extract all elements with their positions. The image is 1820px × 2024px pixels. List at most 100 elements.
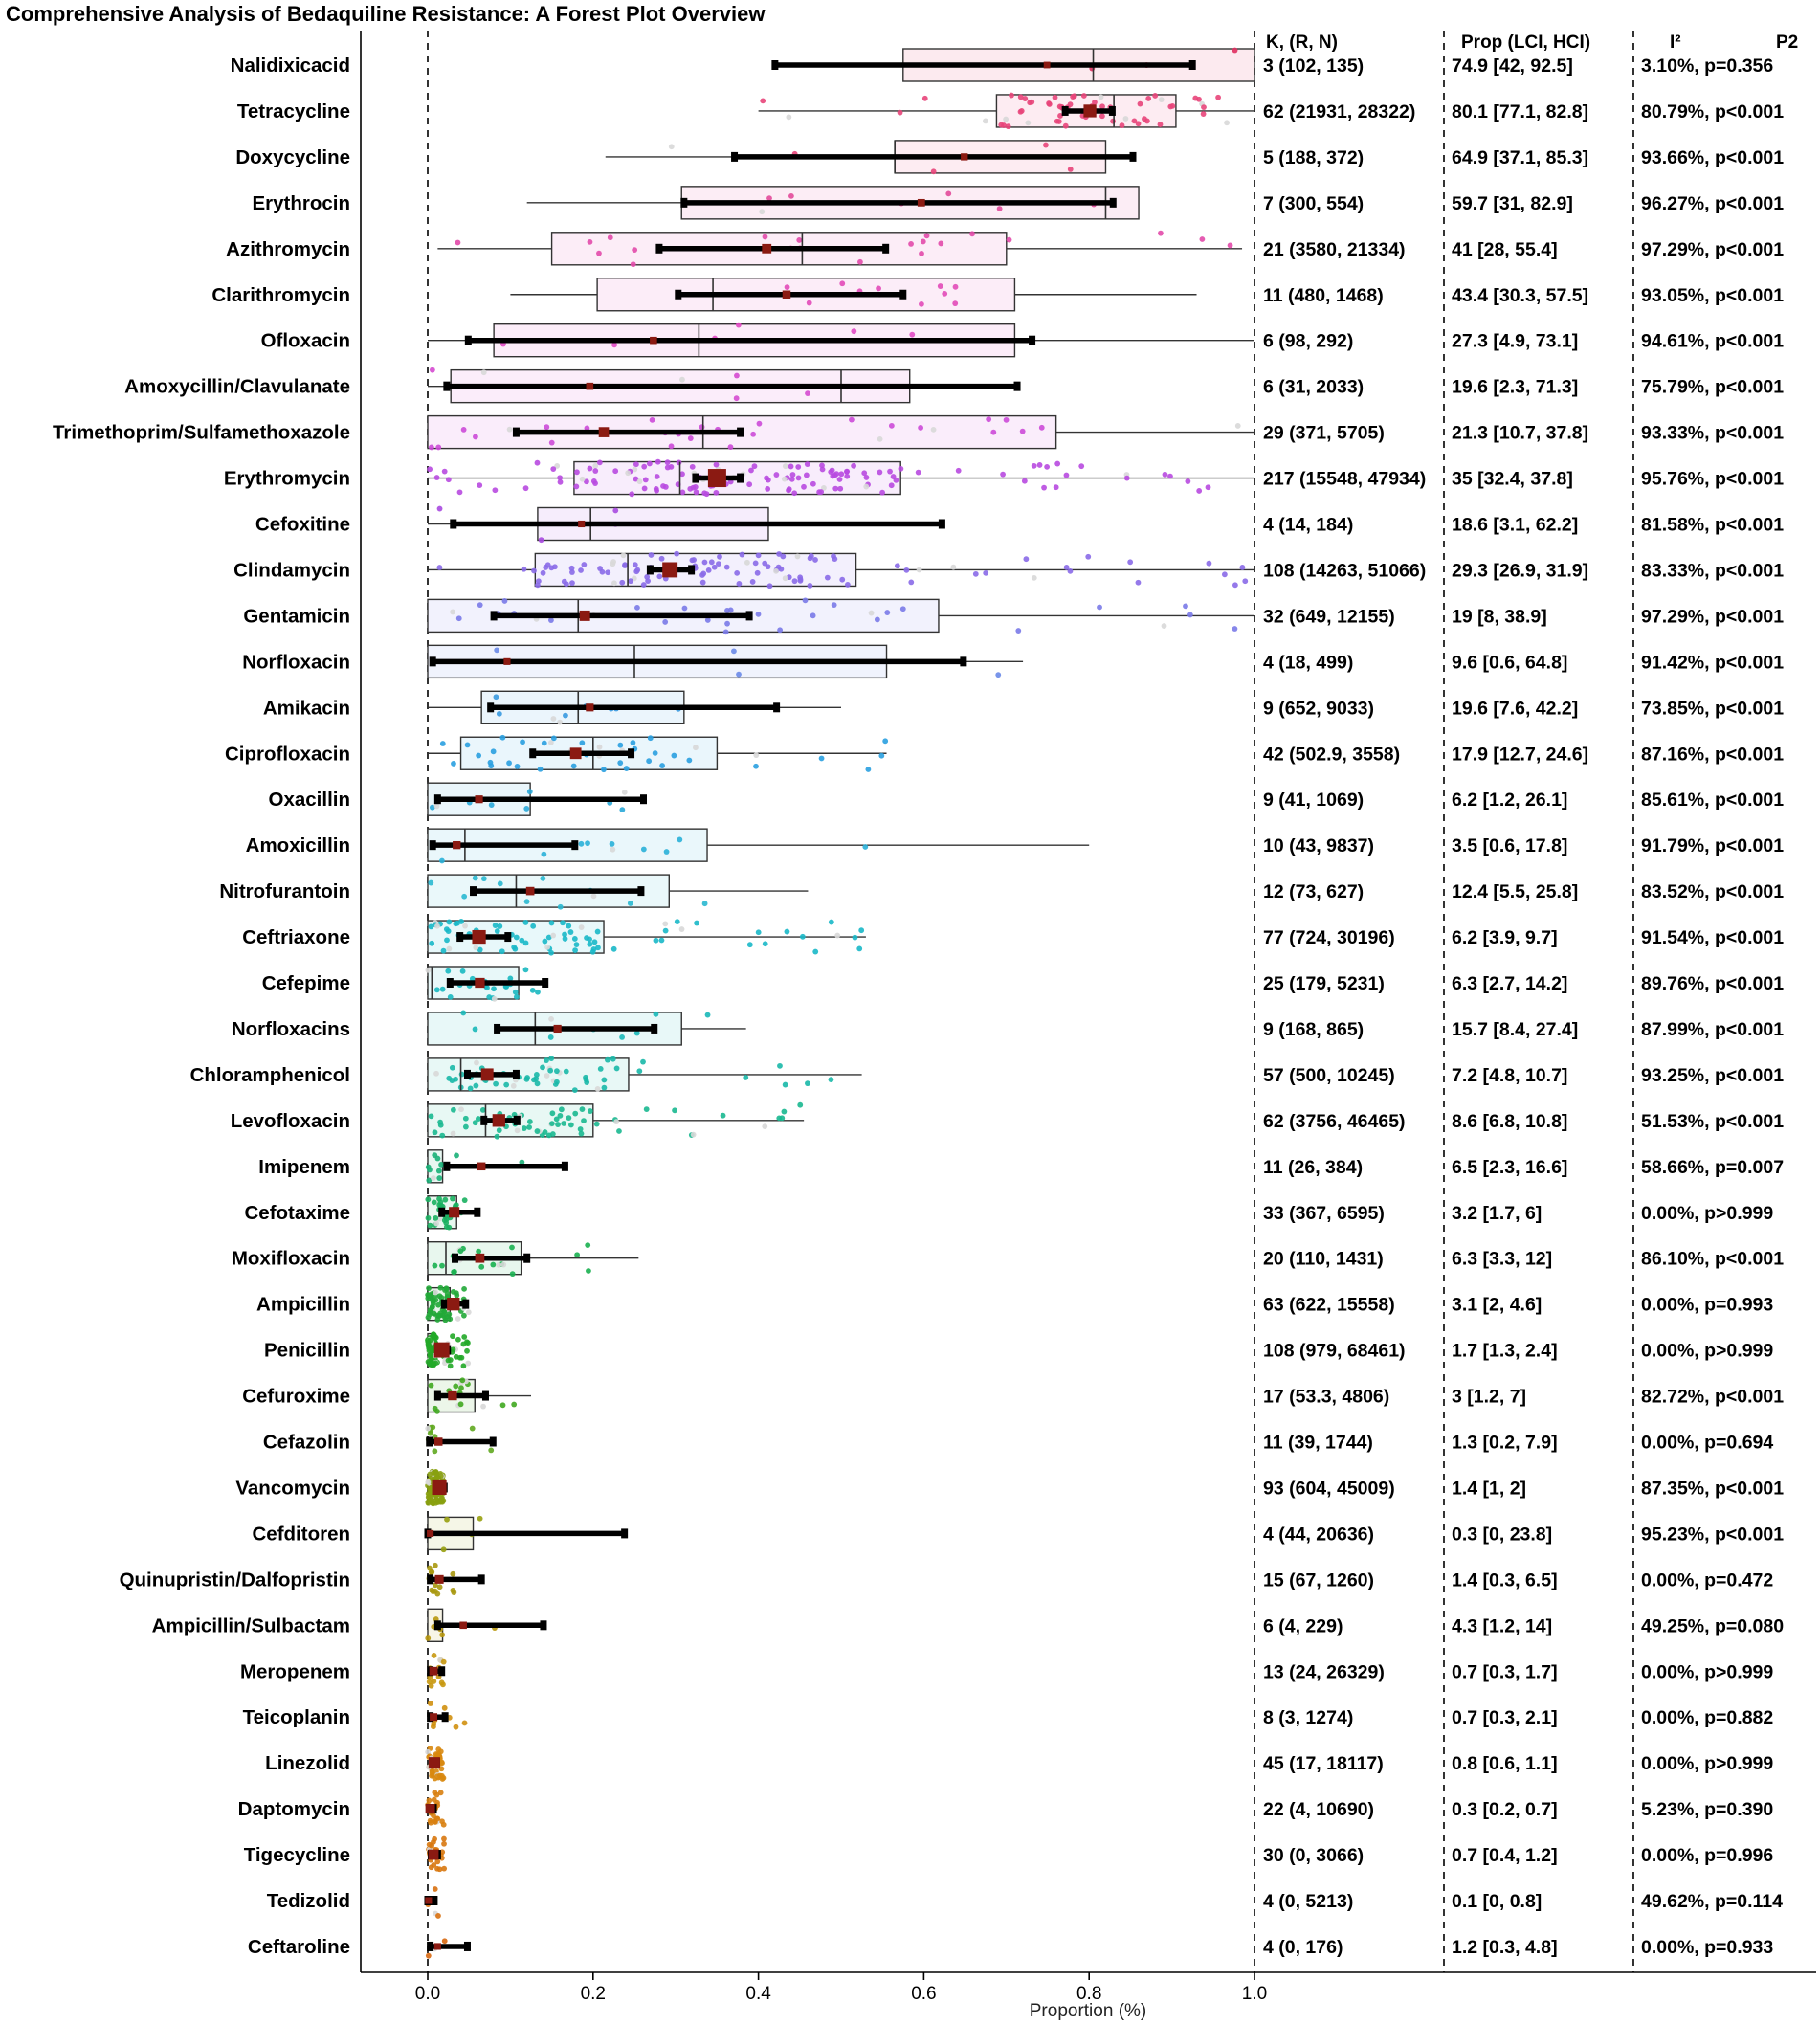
study-point bbox=[433, 1070, 439, 1077]
study-point bbox=[1099, 113, 1105, 120]
study-point bbox=[476, 1248, 482, 1255]
study-point bbox=[1071, 93, 1077, 100]
study-point bbox=[807, 583, 813, 589]
study-point bbox=[435, 1313, 442, 1319]
i2-value: 51.53%, p<0.001 bbox=[1641, 1111, 1784, 1132]
study-point bbox=[554, 463, 561, 469]
study-point bbox=[462, 1123, 469, 1130]
study-point bbox=[878, 752, 885, 759]
study-point bbox=[431, 1199, 437, 1206]
study-point bbox=[736, 581, 743, 587]
drug-label: Meropenem bbox=[240, 1660, 350, 1682]
ci-upper-cap bbox=[960, 656, 967, 667]
study-point bbox=[897, 109, 903, 116]
i2-value: 93.25%, p<0.001 bbox=[1641, 1065, 1784, 1086]
study-point bbox=[782, 463, 788, 470]
study-point bbox=[497, 923, 503, 929]
study-point bbox=[617, 760, 624, 767]
study-point bbox=[427, 1490, 433, 1497]
study-point bbox=[636, 1068, 643, 1075]
ci-lower-cap bbox=[487, 702, 495, 713]
study-point bbox=[1015, 628, 1022, 634]
pooled-estimate bbox=[662, 562, 678, 578]
study-point bbox=[686, 757, 693, 764]
ci-upper-cap bbox=[1109, 197, 1117, 208]
study-point bbox=[1067, 567, 1074, 574]
pooled-estimate bbox=[427, 1529, 434, 1537]
forest-row: Amikacin 9 (652, 9033) 19.6 [7.6, 42.2] 73.… bbox=[263, 690, 1784, 725]
study-point bbox=[810, 612, 816, 619]
i2-value: 87.16%, p<0.001 bbox=[1641, 744, 1784, 765]
ci-upper-cap bbox=[542, 978, 549, 988]
study-point bbox=[427, 1167, 433, 1173]
drug-label: Nalidixicacid bbox=[231, 55, 350, 77]
study-point bbox=[571, 936, 578, 942]
forest-row: Daptomycin 22 (4, 10690) 0.3 [0.2, 0.7] 5.2… bbox=[238, 1790, 1773, 1828]
study-point bbox=[441, 1314, 448, 1321]
study-point bbox=[436, 1175, 443, 1181]
pooled-estimate bbox=[475, 977, 485, 989]
study-point bbox=[591, 939, 598, 945]
study-point bbox=[454, 1292, 460, 1299]
study-point bbox=[594, 928, 601, 935]
study-point bbox=[1017, 94, 1024, 100]
study-point bbox=[676, 459, 682, 466]
study-point bbox=[995, 672, 1002, 678]
study-point bbox=[433, 987, 440, 993]
prop-value: 29.3 [26.9, 31.9] bbox=[1452, 560, 1588, 581]
ci-upper-cap bbox=[773, 702, 781, 713]
study-point bbox=[431, 1361, 437, 1368]
study-point bbox=[616, 1128, 622, 1134]
study-point bbox=[640, 846, 647, 853]
study-point bbox=[434, 1865, 440, 1872]
pooled-estimate bbox=[433, 1437, 443, 1446]
study-point bbox=[514, 1127, 521, 1134]
study-point bbox=[677, 836, 683, 843]
study-point bbox=[509, 1244, 515, 1251]
study-point bbox=[457, 1248, 464, 1255]
ci-lower-cap bbox=[446, 978, 454, 988]
study-point bbox=[586, 1268, 591, 1274]
study-point bbox=[542, 938, 548, 945]
study-point bbox=[1232, 582, 1238, 589]
study-point bbox=[781, 1108, 788, 1115]
k-value: 57 (500, 10245) bbox=[1263, 1065, 1395, 1086]
pooled-estimate bbox=[432, 1479, 447, 1496]
forest-row: Teicoplanin 8 (3, 1274) 0.7 [0.3, 2.1] 0.00… bbox=[243, 1701, 1773, 1730]
pooled-estimate bbox=[425, 1804, 435, 1814]
drug-label: Norfloxacins bbox=[232, 1018, 350, 1040]
prop-value: 35 [32.4, 37.8] bbox=[1452, 469, 1573, 490]
study-point bbox=[461, 1197, 468, 1204]
study-point bbox=[523, 806, 530, 812]
study-point bbox=[865, 767, 872, 772]
ci-upper-cap bbox=[640, 794, 648, 805]
study-point bbox=[541, 740, 547, 746]
study-point bbox=[553, 1068, 560, 1075]
study-point bbox=[429, 444, 434, 451]
forest-row: Erythrocin 7 (300, 554) 59.7 [31, 82.9] 96.… bbox=[252, 186, 1784, 220]
study-point bbox=[794, 553, 801, 560]
k-value: 93 (604, 45009) bbox=[1263, 1478, 1395, 1499]
ci-lower-cap bbox=[463, 1069, 471, 1079]
study-point bbox=[856, 945, 863, 952]
study-point bbox=[440, 947, 447, 954]
study-point bbox=[899, 606, 906, 612]
study-point bbox=[1158, 97, 1165, 103]
forest-row: Vancomycin 93 (604, 45009) 1.4 [1, 2] 87.35… bbox=[235, 1468, 1784, 1507]
study-point bbox=[1135, 579, 1142, 586]
study-point bbox=[632, 466, 638, 473]
study-point bbox=[567, 1122, 574, 1128]
study-point bbox=[436, 505, 443, 512]
study-point bbox=[646, 758, 653, 765]
study-point bbox=[477, 946, 483, 953]
study-point bbox=[762, 234, 768, 240]
study-point bbox=[445, 968, 452, 974]
ci-upper-cap bbox=[628, 748, 635, 759]
study-point bbox=[544, 562, 551, 568]
i2-value: 0.00%, p>0.999 bbox=[1641, 1341, 1773, 1362]
study-point bbox=[789, 472, 796, 478]
study-point bbox=[465, 1309, 472, 1316]
study-point bbox=[429, 1568, 435, 1575]
ci-lower-cap bbox=[655, 243, 663, 254]
study-point bbox=[427, 466, 433, 473]
